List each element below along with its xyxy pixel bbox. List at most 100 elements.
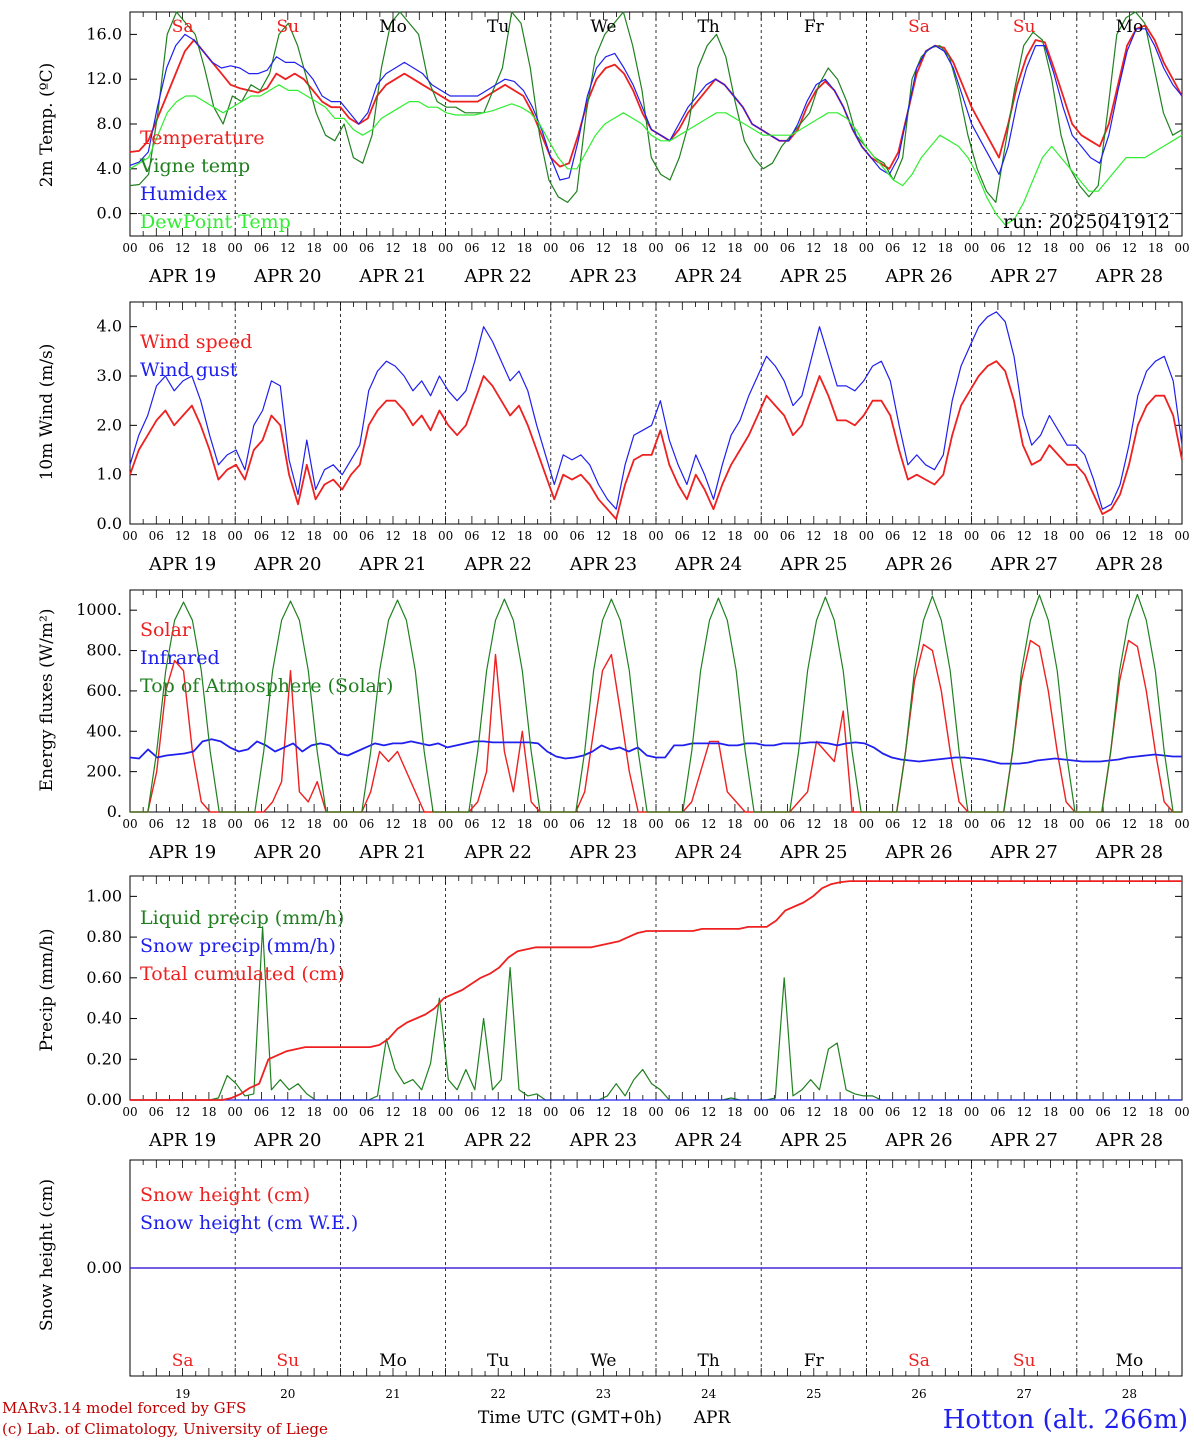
date-label: APR 25 <box>779 266 847 287</box>
hour-tick-label: 18 <box>832 1105 847 1119</box>
hour-tick-label: 00 <box>438 241 453 255</box>
hour-tick-label: 18 <box>832 529 847 543</box>
hour-tick-label: 00 <box>543 529 558 543</box>
day-number-label: 26 <box>911 1387 926 1401</box>
y-tick-label: 0.00 <box>86 1090 122 1109</box>
weekday-label: Su <box>276 17 299 37</box>
hour-tick-label: 06 <box>885 817 900 831</box>
y-axis-label: 10m Wind (m/s) <box>37 344 57 481</box>
hour-tick-label: 12 <box>1122 1105 1137 1119</box>
hour-tick-label: 00 <box>333 817 348 831</box>
series-line-vigne-temp <box>129 11 1183 203</box>
hour-tick-label: 00 <box>1069 529 1084 543</box>
series-line-wind-gust <box>129 311 1183 510</box>
weekday-label: Mo <box>1116 17 1144 37</box>
hour-tick-label: 06 <box>675 529 690 543</box>
weekday-label: Sa <box>908 1351 930 1371</box>
hour-tick-label: 06 <box>885 529 900 543</box>
hour-tick-label: 18 <box>622 1105 637 1119</box>
hour-tick-label: 18 <box>727 1105 742 1119</box>
day-number-label: 21 <box>385 1387 400 1401</box>
hour-tick-label: 00 <box>438 817 453 831</box>
hour-tick-label: 12 <box>175 817 190 831</box>
hour-tick-label: 06 <box>569 241 584 255</box>
date-label: APR 23 <box>569 842 637 863</box>
date-label: APR 20 <box>253 554 321 575</box>
weekday-label: Fr <box>804 1351 825 1371</box>
hour-tick-label: 18 <box>832 241 847 255</box>
weekday-label: Tu <box>487 1351 509 1371</box>
day-number-label: 23 <box>596 1387 611 1401</box>
hour-tick-label: 18 <box>1148 241 1163 255</box>
date-label: APR 27 <box>990 266 1058 287</box>
hour-tick-label: 12 <box>596 529 611 543</box>
hour-tick-label: 18 <box>517 241 532 255</box>
hour-tick-label: 18 <box>938 241 953 255</box>
hour-tick-label: 00 <box>438 529 453 543</box>
hour-tick-label: 12 <box>911 241 926 255</box>
date-label: APR 25 <box>779 842 847 863</box>
hour-tick-label: 12 <box>1017 817 1032 831</box>
hour-tick-label: 12 <box>1122 241 1137 255</box>
hour-tick-label: 18 <box>412 817 427 831</box>
hour-tick-label: 12 <box>806 817 821 831</box>
legend-entry: Snow height (cm W.E.) <box>140 1212 358 1234</box>
hour-tick-label: 06 <box>254 817 269 831</box>
date-label: APR 23 <box>569 266 637 287</box>
hour-tick-label: 00 <box>122 817 137 831</box>
date-label: APR 19 <box>148 1130 216 1151</box>
y-tick-label: 3.0 <box>97 366 122 385</box>
hour-tick-label: 06 <box>780 529 795 543</box>
hour-tick-label: 18 <box>832 817 847 831</box>
hour-tick-label: 00 <box>228 817 243 831</box>
footer-lab: (c) Lab. of Climatology, University of L… <box>2 1420 328 1438</box>
date-label: APR 20 <box>253 266 321 287</box>
hour-tick-label: 00 <box>228 529 243 543</box>
hour-tick-label: 18 <box>938 817 953 831</box>
hour-tick-label: 06 <box>990 241 1005 255</box>
hour-tick-label: 06 <box>990 529 1005 543</box>
date-label: APR 24 <box>674 554 742 575</box>
hour-tick-label: 18 <box>622 529 637 543</box>
legend-entry: Temperature <box>140 127 264 149</box>
panel-4: 0.00 0.20 0.40 0.60 0.80 1.00 Precip (mm/h) Liq… <box>37 875 1190 1151</box>
hour-tick-label: 00 <box>648 1105 663 1119</box>
hour-tick-label: 18 <box>1148 529 1163 543</box>
hour-tick-label: 12 <box>1122 529 1137 543</box>
hour-tick-label: 00 <box>859 1105 874 1119</box>
hour-tick-label: 12 <box>806 529 821 543</box>
date-label: APR 27 <box>990 842 1058 863</box>
hour-tick-label: 00 <box>122 529 137 543</box>
hour-tick-label: 00 <box>648 817 663 831</box>
y-axis-label: Energy fluxes (W/m²) <box>37 609 57 792</box>
legend-entry: Total cumulated (cm) <box>140 963 345 985</box>
hour-tick-label: 12 <box>280 817 295 831</box>
date-label: APR 27 <box>990 554 1058 575</box>
hour-tick-label: 00 <box>1174 817 1189 831</box>
hour-tick-label: 12 <box>806 241 821 255</box>
hour-tick-label: 12 <box>1017 1105 1032 1119</box>
legend-entry: Wind speed <box>140 331 252 353</box>
legend-entry: Solar <box>140 619 192 641</box>
hour-tick-label: 00 <box>333 1105 348 1119</box>
series-line-solar <box>130 639 1182 813</box>
hour-tick-label: 06 <box>569 529 584 543</box>
series-line-wind-speed <box>129 360 1183 520</box>
hour-tick-label: 12 <box>175 241 190 255</box>
hour-tick-label: 06 <box>359 241 374 255</box>
hour-tick-label: 00 <box>543 1105 558 1119</box>
hour-tick-label: 18 <box>727 241 742 255</box>
hour-tick-label: 06 <box>254 241 269 255</box>
hour-tick-label: 00 <box>1069 1105 1084 1119</box>
hour-tick-label: 18 <box>622 817 637 831</box>
date-label: APR 19 <box>148 266 216 287</box>
hour-tick-label: 00 <box>543 817 558 831</box>
hour-tick-label: 12 <box>596 817 611 831</box>
hour-tick-label: 00 <box>122 1105 137 1119</box>
legend-entry: Vigne temp <box>139 155 250 177</box>
y-tick-label: 1.00 <box>86 886 122 905</box>
hour-tick-label: 18 <box>517 1105 532 1119</box>
date-label: APR 22 <box>464 554 532 575</box>
hour-tick-label: 00 <box>754 529 769 543</box>
hour-tick-label: 18 <box>412 1105 427 1119</box>
